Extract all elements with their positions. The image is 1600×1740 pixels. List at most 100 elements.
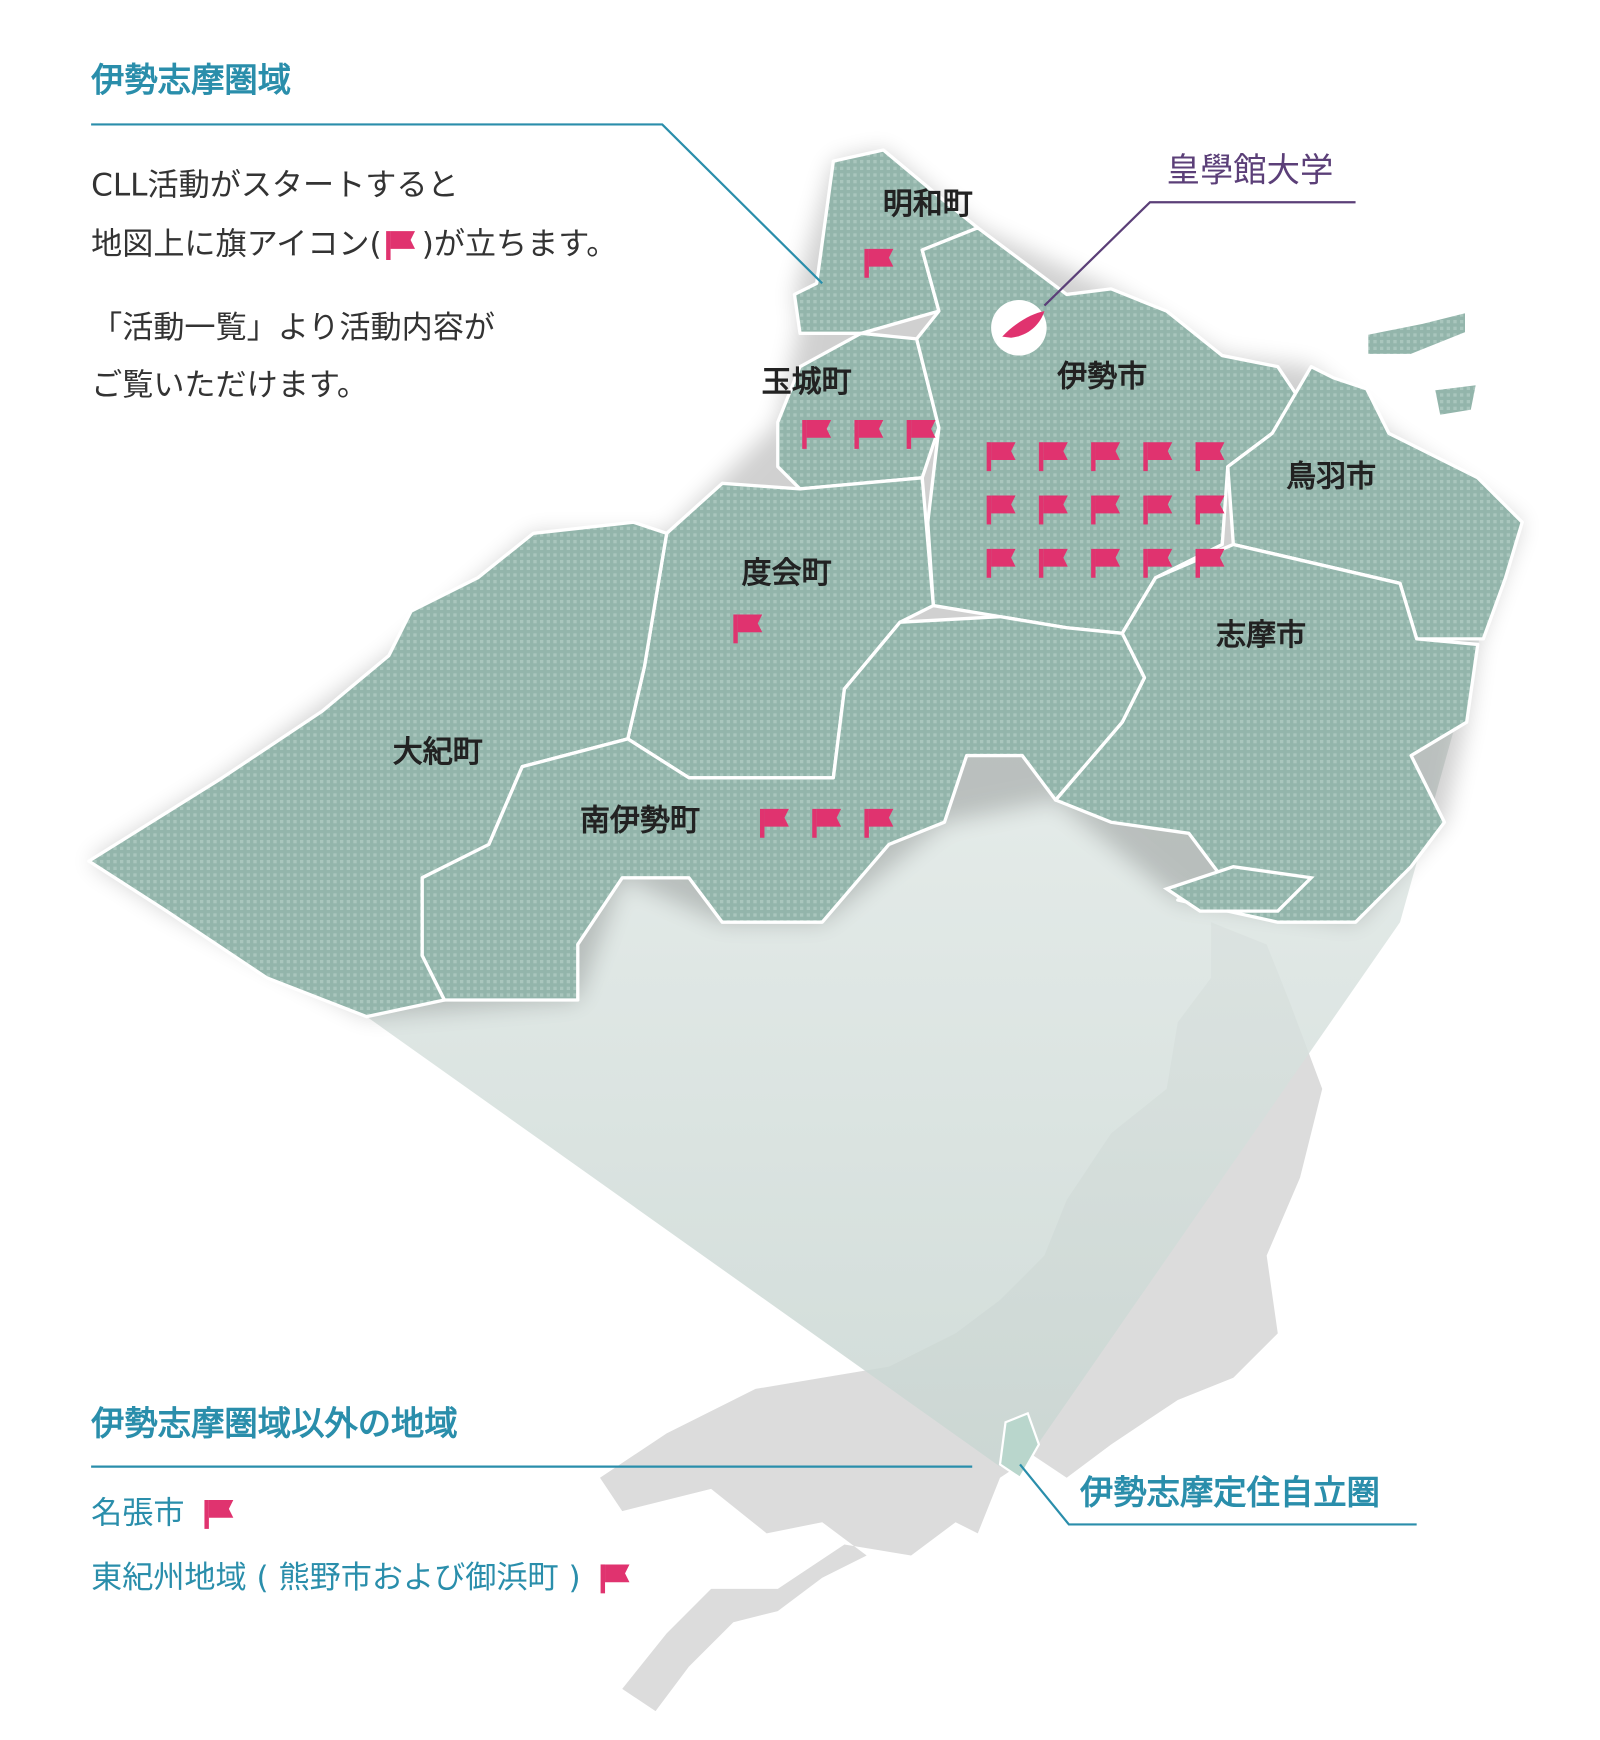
flag-pole [1091,495,1096,525]
outside-area: 東紀州地域 ( 熊野市および御浜町 ) [91,1560,580,1596]
flag-pole [986,548,992,578]
flag-cloth [816,808,842,827]
flag-cloth [764,808,789,827]
municipality-label: 志摩市 [1216,618,1306,653]
flag-pole [1195,442,1200,472]
flag-pole [1038,548,1044,578]
municipality-label: 度会町 [742,556,832,591]
region-label: 伊勢志摩定住自立圏 [1079,1473,1380,1512]
flag [733,614,763,644]
flag-cloth [911,420,936,438]
island [1431,381,1480,419]
island [1162,864,1315,913]
flag [864,248,894,278]
header-title: 伊勢志摩圏域 [90,61,291,100]
outside-area: 名張市 [91,1495,184,1531]
flag [1091,442,1120,472]
flag-cloth [991,548,1016,567]
flag-cloth [1200,442,1225,460]
flag-cloth [868,248,894,267]
flag [1195,495,1225,525]
flag-pole [1091,548,1096,578]
flag [1091,495,1120,525]
flag [760,808,789,838]
flag-cloth [806,420,832,438]
flag-cloth [1147,548,1173,567]
flag-cloth [208,1500,234,1518]
description-line: ご覧いただけます。 [91,368,368,404]
flag-cloth [1147,442,1173,460]
flag-pole [1143,442,1148,472]
flag [864,808,894,838]
flag-pole [600,1564,606,1594]
flag [1091,548,1120,578]
island [1365,308,1469,358]
flag-pole [733,614,738,644]
university-icon [1002,311,1045,338]
flag [906,420,936,449]
flag [1143,495,1173,525]
university-leader [1043,201,1356,307]
flag-pole [1038,495,1044,525]
flag-cloth [1095,495,1120,514]
flag-pole [906,420,912,449]
flag-cloth [1043,548,1068,567]
outside-title: 伊勢志摩圏域以外の地域 [90,1404,458,1443]
flag [1038,442,1068,472]
flag-pole [986,495,992,525]
region-marker [998,1411,1041,1480]
flag-pole [1143,495,1148,525]
flag-cloth [1200,548,1225,567]
flag-pole [802,420,807,449]
header-leader [91,123,824,285]
flag-pole [1038,442,1044,472]
flag-cloth [390,231,416,249]
description-line: 地図上に旗アイコン( [91,227,382,263]
municipality-area [420,615,1147,1002]
flag-cloth [991,495,1016,514]
municipality-label: 大紀町 [393,735,483,770]
flag [986,548,1016,578]
flag [386,231,416,260]
flag-cloth [1095,548,1120,567]
description-line: CLL活動がスタートすると [91,168,458,204]
flag [812,808,842,838]
flag [1195,548,1225,578]
flag [802,420,832,449]
municipality-area [87,520,669,1019]
flag [986,442,1016,472]
flag-cloth [991,442,1016,460]
flag-pole [204,1500,209,1529]
flag-pole [1091,442,1096,472]
municipality-label: 玉城町 [762,365,852,400]
municipality-label: 明和町 [883,187,973,222]
flag-pole [1143,548,1148,578]
flag [1195,442,1225,472]
flag [600,1564,630,1594]
flag-cloth [1095,442,1120,460]
flag [1038,548,1068,578]
flag [986,495,1016,525]
flag-pole [1195,495,1200,525]
flag [854,420,884,449]
flag-cloth [868,808,894,827]
flag-cloth [858,420,884,438]
flag-cloth [1043,495,1068,514]
flag-cloth [737,614,763,633]
flag [1143,442,1173,472]
flag-pole [386,231,391,260]
flag-pole [986,442,992,472]
flag-cloth [1043,442,1068,460]
flag-cloth [1200,495,1225,514]
municipality-label: 伊勢市 [1056,359,1147,394]
flag-icon [386,231,416,260]
shikoku [766,1422,923,1500]
description-line: 「活動一覧」より活動内容が [91,310,495,346]
flag-cloth [1147,495,1173,514]
description-line: )が立ちます。 [422,227,618,263]
university-label: 皇學館大学 [1167,151,1334,190]
flag-pole [864,808,869,838]
flag [204,1500,234,1529]
